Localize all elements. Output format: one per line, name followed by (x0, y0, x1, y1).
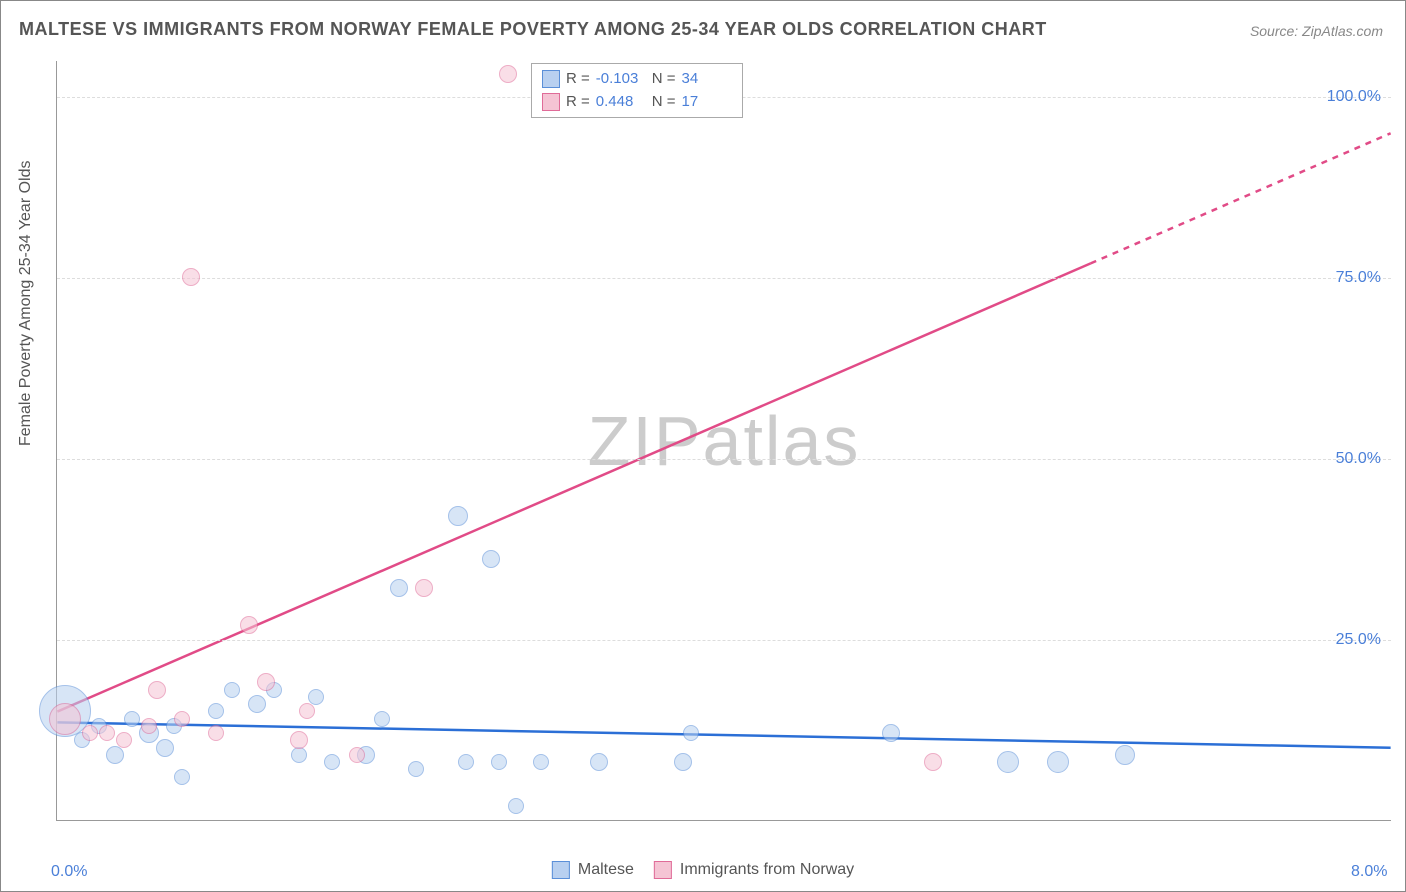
data-point (924, 753, 942, 771)
data-point (499, 65, 517, 83)
chart-container: MALTESE VS IMMIGRANTS FROM NORWAY FEMALE… (0, 0, 1406, 892)
series-legend-item: Immigrants from Norway (654, 861, 854, 879)
data-point (533, 754, 549, 770)
data-point (491, 754, 507, 770)
series-label: Immigrants from Norway (680, 861, 854, 879)
data-point (308, 689, 324, 705)
data-point (240, 616, 258, 634)
legend-swatch (552, 861, 570, 879)
correlation-legend: R = -0.103 N = 34 R = 0.448 N = 17 (531, 63, 743, 118)
n-value: 17 (682, 91, 732, 114)
data-point (106, 746, 124, 764)
data-point (324, 754, 340, 770)
data-point (882, 724, 900, 742)
y-tick-label: 50.0% (1336, 450, 1381, 468)
series-label: Maltese (578, 861, 634, 879)
data-point (208, 703, 224, 719)
data-point (182, 268, 200, 286)
series-legend-item: Maltese (552, 861, 634, 879)
y-tick-label: 25.0% (1336, 631, 1381, 649)
data-point (674, 753, 692, 771)
data-point (997, 751, 1019, 773)
data-point (299, 703, 315, 719)
r-value: 0.448 (596, 91, 646, 114)
data-point (49, 703, 81, 735)
data-point (99, 725, 115, 741)
legend-swatch (542, 93, 560, 111)
n-label: N = (652, 68, 676, 91)
y-axis-label: Female Poverty Among 25-34 Year Olds (17, 161, 35, 447)
data-point (248, 695, 266, 713)
data-point (415, 579, 433, 597)
chart-title: MALTESE VS IMMIGRANTS FROM NORWAY FEMALE… (19, 19, 1047, 40)
x-tick-label: 8.0% (1351, 863, 1387, 881)
data-point (374, 711, 390, 727)
r-label: R = (566, 68, 590, 91)
gridline (57, 278, 1391, 279)
data-point (156, 739, 174, 757)
data-point (1047, 751, 1069, 773)
series-legend: Maltese Immigrants from Norway (552, 861, 854, 879)
watermark-text: ZIP (588, 402, 703, 480)
y-tick-label: 100.0% (1327, 88, 1381, 106)
data-point (458, 754, 474, 770)
data-point (683, 725, 699, 741)
n-value: 34 (682, 68, 732, 91)
data-point (590, 753, 608, 771)
gridline (57, 459, 1391, 460)
legend-swatch (542, 70, 560, 88)
data-point (290, 731, 308, 749)
plot-area: ZIPatlas 25.0% 50.0% 75.0% 100.0% (56, 61, 1391, 821)
data-point (508, 798, 524, 814)
data-point (349, 747, 365, 763)
data-point (82, 725, 98, 741)
data-point (257, 673, 275, 691)
legend-row: R = -0.103 N = 34 (542, 68, 732, 91)
y-tick-label: 75.0% (1336, 269, 1381, 287)
data-point (116, 732, 132, 748)
data-point (141, 718, 157, 734)
n-label: N = (652, 91, 676, 114)
legend-swatch (654, 861, 672, 879)
watermark: ZIPatlas (588, 401, 861, 481)
r-value: -0.103 (596, 68, 646, 91)
data-point (408, 761, 424, 777)
data-point (1115, 745, 1135, 765)
source-attribution: Source: ZipAtlas.com (1250, 23, 1383, 39)
x-tick-label: 0.0% (51, 863, 87, 881)
gridline (57, 640, 1391, 641)
r-label: R = (566, 91, 590, 114)
data-point (174, 711, 190, 727)
data-point (390, 579, 408, 597)
data-point (148, 681, 166, 699)
legend-row: R = 0.448 N = 17 (542, 91, 732, 114)
data-point (174, 769, 190, 785)
data-point (224, 682, 240, 698)
data-point (124, 711, 140, 727)
data-point (482, 550, 500, 568)
data-point (208, 725, 224, 741)
data-point (448, 506, 468, 526)
